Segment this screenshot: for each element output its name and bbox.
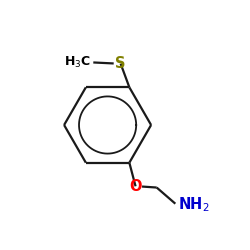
Text: O: O <box>129 179 142 194</box>
Text: H$_3$C: H$_3$C <box>64 55 91 70</box>
Text: NH$_2$: NH$_2$ <box>178 195 210 214</box>
Text: S: S <box>116 56 126 71</box>
